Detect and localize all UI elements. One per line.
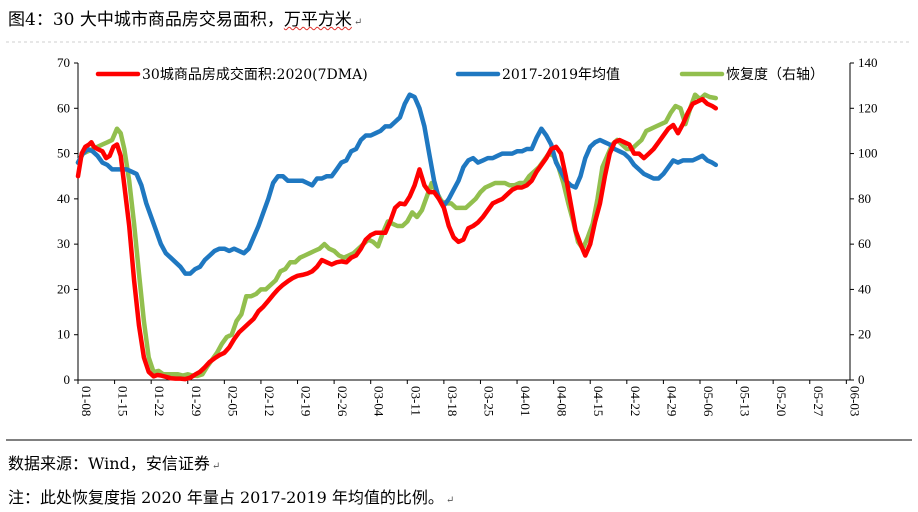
x-axis-tick-label: 02-05	[225, 386, 240, 416]
x-axis-tick-label: 04-08	[555, 386, 570, 416]
source-note: 数据来源：Wind，安信证券 ↵	[8, 450, 220, 474]
legend-label-1: 2017-2019年均值	[502, 67, 620, 83]
legend: 30城商品房成交面积:2020(7DMA) 2017-2019年均值 恢复度（右轴）	[95, 66, 824, 83]
paragraph-mark-icon: ↵	[353, 17, 363, 28]
paragraph-mark-icon: ↵	[211, 461, 221, 472]
x-axis-tick-label: 03-04	[372, 386, 387, 417]
right-axis-tick-label: 40	[858, 281, 871, 296]
left-axis-tick-label: 0	[64, 372, 71, 387]
x-axis-tick-label: 01-22	[152, 386, 167, 416]
x-axis-tick-label: 02-26	[335, 386, 350, 417]
x-axis-tick-label: 03-25	[481, 386, 496, 416]
left-axis-tick-label: 10	[57, 327, 70, 342]
series-line-0	[75, 96, 719, 382]
left-axis-tick-label: 60	[57, 100, 70, 115]
x-axis-tick-label: 05-20	[774, 386, 789, 416]
left-axis-tick-label: 40	[57, 191, 70, 206]
right-axis-tick-label: 0	[858, 372, 865, 387]
x-axis-tick-label: 05-27	[811, 386, 826, 417]
series-line-1	[75, 92, 719, 276]
right-axis-tick-label: 80	[858, 191, 871, 206]
x-axis-tick-label: 04-01	[518, 386, 533, 416]
x-axis-tick-label: 03-11	[408, 386, 423, 416]
series-layer	[75, 92, 719, 382]
paragraph-mark-icon: ↵	[445, 495, 455, 506]
x-axis-tick-label: 05-13	[738, 386, 753, 416]
legend-label-0: 30城商品房成交面积:2020(7DMA)	[142, 66, 368, 83]
x-axis-tick-label: 01-08	[79, 386, 94, 416]
figure-title-main: 图4：30 大中城市商品房交易面积，	[8, 10, 284, 30]
x-axis-tick-label: 04-29	[664, 386, 679, 416]
x-axis-tick-label: 04-15	[591, 386, 606, 416]
figure-title: 图4：30 大中城市商品房交易面积，万平方米 ↵	[8, 5, 362, 30]
series-line-2	[75, 92, 719, 379]
right-axis-tick-label: 100	[858, 146, 878, 161]
right-axis-tick-label: 140	[858, 55, 878, 70]
x-axis-tick-label: 03-18	[445, 386, 460, 416]
figure-title-unit: 万平方米	[283, 10, 352, 30]
left-axis-tick-label: 70	[57, 55, 70, 70]
right-axis-tick-label: 120	[858, 100, 878, 115]
legend-label-2: 恢复度（右轴）	[726, 66, 824, 83]
x-axis-tick-label: 01-15	[116, 386, 131, 416]
x-axis-tick-label: 06-03	[847, 386, 862, 416]
remark-note: 注：此处恢复度指 2020 年量占 2017-2019 年均值的比例。 ↵	[8, 484, 454, 508]
left-axis-tick-label: 30	[57, 236, 70, 251]
left-axis-tick-label: 20	[57, 281, 70, 296]
x-axis-tick-label: 02-12	[262, 386, 277, 416]
right-axis-tick-label: 60	[858, 236, 871, 251]
x-axis-tick-label: 01-29	[189, 386, 204, 416]
source-note-text: 数据来源：Wind，安信证券	[8, 454, 210, 473]
left-axis-tick-label: 50	[57, 146, 70, 161]
x-axis-tick-label: 05-06	[701, 386, 716, 417]
x-axis-tick-label: 02-19	[299, 386, 314, 416]
axes: 0 10 20 30 40 50 60 70 0 20 40 60 80 100 120 140 01-08 01…	[57, 55, 878, 417]
right-axis-tick-label: 20	[858, 327, 871, 342]
x-axis-tick-label: 04-22	[628, 386, 643, 416]
remark-note-text: 注：此处恢复度指 2020 年量占 2017-2019 年均值的比例。	[8, 488, 444, 507]
